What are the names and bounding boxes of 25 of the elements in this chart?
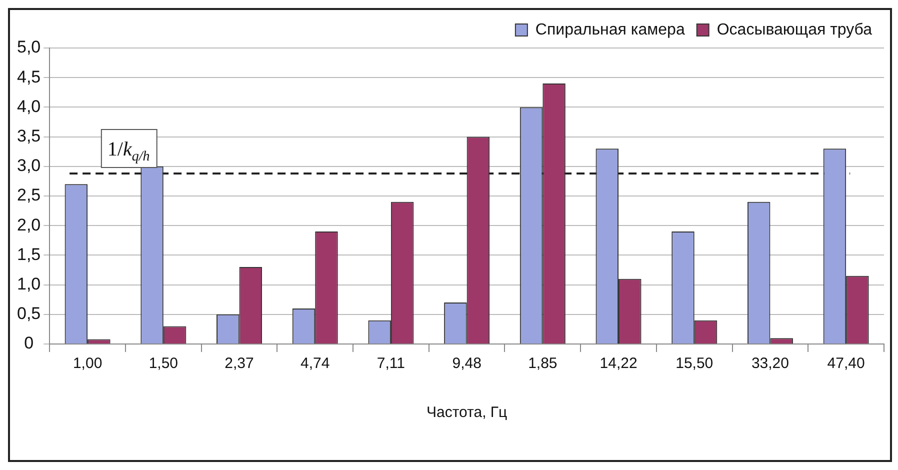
y-tick-label: 4,0 — [16, 96, 41, 116]
legend-label: Спиральная камера — [535, 21, 685, 38]
x-tick-label: 33,20 — [751, 355, 789, 372]
y-tick-label: 4,5 — [16, 67, 41, 86]
x-tick-label: 9,48 — [452, 355, 482, 372]
x-tick-label: 47,40 — [827, 355, 865, 372]
y-tick-label: 3,5 — [16, 126, 41, 146]
x-axis-title: Частота, Гц — [426, 404, 508, 422]
y-tick-label: 1,5 — [16, 244, 41, 264]
x-tick-label: 1,85 — [528, 355, 558, 372]
y-tick-label: 1,0 — [16, 274, 41, 294]
y-tick-label: 2,5 — [16, 186, 41, 205]
x-tick-label: 7,11 — [376, 355, 406, 372]
y-tick-label: 2,0 — [16, 215, 41, 234]
x-tick-label: 14,22 — [600, 355, 638, 372]
legend-label: Осасывающая труба — [716, 21, 872, 38]
x-tick-label: 2,37 — [224, 355, 254, 372]
x-tick-label: 1,50 — [148, 355, 178, 372]
y-tick-label: 0 — [24, 334, 34, 353]
y-tick-label: 3,0 — [16, 156, 41, 176]
y-tick-label: 0,5 — [16, 304, 41, 324]
x-tick-label: 15,50 — [676, 355, 714, 372]
x-tick-label: 1,00 — [72, 355, 102, 372]
x-tick-label: 4,74 — [300, 355, 330, 372]
y-tick-label: 5,0 — [16, 38, 41, 57]
